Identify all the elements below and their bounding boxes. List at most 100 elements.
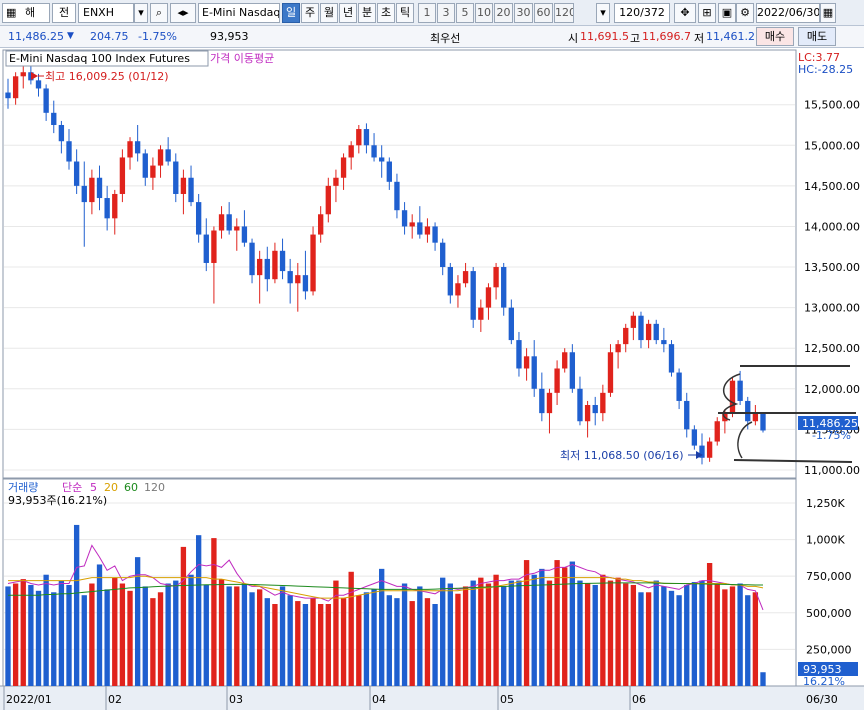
volume-bar bbox=[89, 583, 95, 686]
market-select-value: 해 bbox=[25, 6, 36, 19]
volume-bar bbox=[20, 579, 26, 686]
volume-bar bbox=[623, 583, 629, 686]
candle-body bbox=[264, 258, 270, 280]
volume-bar bbox=[180, 546, 187, 686]
x-axis-end-label: 06/30 bbox=[806, 693, 838, 706]
candle-body bbox=[493, 267, 499, 288]
search-icon[interactable]: ⌕ bbox=[150, 3, 168, 23]
volume-bar bbox=[363, 592, 370, 686]
max-arrow-icon bbox=[31, 72, 38, 80]
period-tab-0[interactable]: 일 bbox=[282, 3, 300, 23]
volume-bar bbox=[493, 574, 499, 686]
category-select[interactable]: 전 bbox=[52, 3, 76, 23]
volume-bar bbox=[333, 580, 339, 686]
high-price: 11,696.7 bbox=[642, 30, 691, 43]
candle-body bbox=[340, 157, 347, 178]
period-tab-3[interactable]: 년 bbox=[339, 3, 357, 23]
candle-body bbox=[356, 129, 362, 146]
x-axis-label: 06 bbox=[632, 693, 646, 706]
product-name: E-Mini Nasdaq bbox=[198, 3, 280, 23]
volume-bar bbox=[630, 584, 637, 686]
volume-bar bbox=[546, 580, 553, 686]
ma-period-5: 5 bbox=[90, 481, 97, 494]
period-tab-5[interactable]: 초 bbox=[377, 3, 395, 23]
volume-y-tick: 750,000 bbox=[806, 570, 852, 583]
candle-body bbox=[379, 157, 385, 162]
volume-ma60-line bbox=[8, 582, 763, 596]
candle-body bbox=[363, 129, 370, 146]
speaker-icon[interactable]: ◂▸ bbox=[170, 3, 196, 23]
candle-body bbox=[409, 222, 415, 227]
volume-bar bbox=[562, 567, 568, 686]
candle-body bbox=[516, 340, 522, 369]
volume-bar bbox=[58, 580, 65, 686]
volume-bar bbox=[249, 592, 255, 686]
volume-bar bbox=[638, 592, 644, 686]
candle-body bbox=[737, 380, 743, 401]
volume-bar bbox=[607, 580, 614, 686]
volume-bar bbox=[173, 580, 179, 686]
date-input-value: 2022/06/30 bbox=[757, 6, 820, 19]
hc-label: HC:-28.25 bbox=[798, 63, 853, 76]
count-display: 120/372 bbox=[614, 3, 670, 23]
candle-body bbox=[66, 141, 72, 162]
volume-ma5-line bbox=[7, 544, 764, 611]
candle-body bbox=[607, 352, 614, 393]
candle-body bbox=[287, 271, 293, 284]
period-tab-1[interactable]: 주 bbox=[301, 3, 319, 23]
code-input[interactable]: ENXH bbox=[78, 3, 134, 23]
current-price-tag bbox=[798, 416, 858, 430]
x-axis-label: 2022/01 bbox=[6, 693, 52, 706]
drawing-annotations[interactable] bbox=[718, 365, 856, 463]
candle-body bbox=[96, 177, 103, 199]
candle-body bbox=[119, 157, 126, 194]
grid-icon: ▦ bbox=[6, 6, 17, 19]
save-icon[interactable]: ▣ bbox=[718, 3, 736, 23]
calendar-icon[interactable]: ▦ bbox=[820, 3, 836, 23]
period-tab-6[interactable]: 틱 bbox=[396, 3, 414, 23]
interval-tab-5[interactable]: 5 bbox=[456, 3, 474, 23]
volume-bar bbox=[417, 586, 423, 686]
volume-bar bbox=[295, 601, 301, 686]
volume-bar bbox=[134, 557, 141, 686]
candle-body bbox=[760, 413, 766, 431]
interval-tab-30[interactable]: 30 bbox=[514, 3, 533, 23]
volume-bar bbox=[752, 592, 759, 686]
volume-bar bbox=[5, 586, 11, 686]
interval-tab-20[interactable]: 20 bbox=[494, 3, 513, 23]
candle-body bbox=[432, 226, 438, 243]
volume-bar bbox=[729, 586, 736, 686]
buy-button[interactable]: 매수 bbox=[756, 27, 794, 46]
interval-tab-1[interactable]: 1 bbox=[418, 3, 436, 23]
price-y-tick: 11,000.00 bbox=[804, 464, 860, 477]
date-input[interactable]: 2022/06/30 bbox=[756, 3, 820, 23]
volume-bar bbox=[554, 560, 560, 686]
interval-tab-120[interactable]: 120 bbox=[554, 3, 574, 23]
volume-bar bbox=[401, 583, 408, 686]
candle-body bbox=[691, 429, 698, 446]
min-annotation: 최저 11,068.50 (06/16) bbox=[560, 449, 684, 462]
period-tab-2[interactable]: 월 bbox=[320, 3, 338, 23]
candle-body bbox=[485, 287, 492, 308]
period-tab-4[interactable]: 분 bbox=[358, 3, 376, 23]
chevron-down-icon[interactable]: ▾ bbox=[134, 3, 148, 23]
candle-body bbox=[279, 250, 286, 272]
interval-tab-60[interactable]: 60 bbox=[534, 3, 553, 23]
volume-bar bbox=[112, 577, 118, 686]
volume-bar bbox=[302, 604, 309, 686]
sell-button[interactable]: 매도 bbox=[798, 27, 836, 46]
candle-body bbox=[195, 202, 202, 235]
crosshair-icon[interactable]: ✥ bbox=[674, 3, 696, 23]
interval-chevron-icon[interactable]: ▾ bbox=[596, 3, 610, 23]
candle-body bbox=[134, 141, 141, 154]
interval-tab-10[interactable]: 10 bbox=[475, 3, 493, 23]
chart-area[interactable]: 15,500.00 15,000.00 14,500.00 14,000.00 13,5… bbox=[0, 48, 864, 710]
volume-bar bbox=[51, 592, 57, 686]
price-y-tick: 13,000.00 bbox=[804, 302, 860, 315]
candle-body bbox=[539, 388, 545, 414]
candle-body bbox=[51, 112, 57, 125]
zoom-icon[interactable]: ⊞ bbox=[698, 3, 716, 23]
interval-tab-3[interactable]: 3 bbox=[437, 3, 455, 23]
gear-icon[interactable]: ⚙ bbox=[736, 3, 754, 23]
market-select[interactable]: ▦ 해 bbox=[2, 3, 50, 23]
